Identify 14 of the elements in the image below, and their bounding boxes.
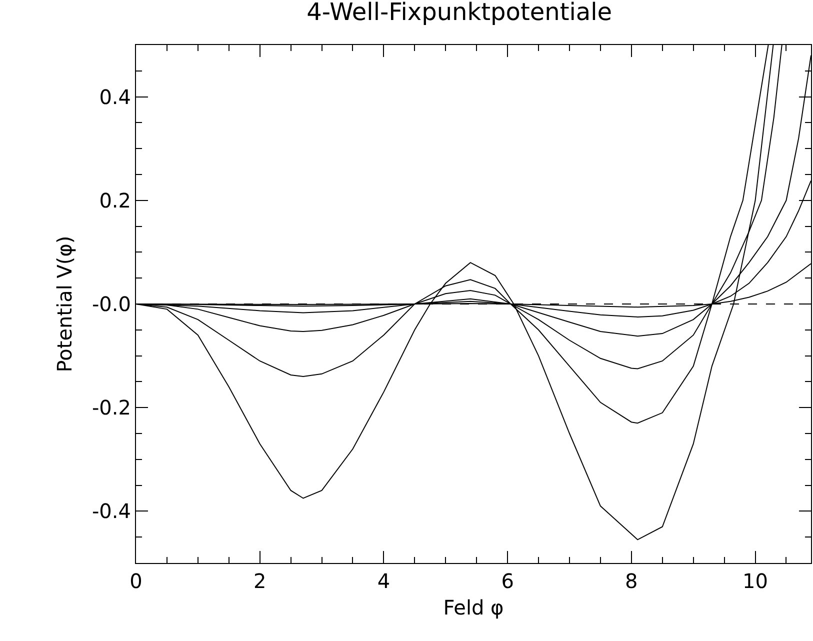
x-tick-label: 4 xyxy=(377,569,390,593)
x-tick-label: 0 xyxy=(130,569,142,593)
y-tick-label: -0.4 xyxy=(92,499,131,524)
y-tick-label: 0.4 xyxy=(99,84,131,109)
y-tick-label: -0.0 xyxy=(92,292,131,316)
x-axis-title: Feld φ xyxy=(443,596,504,620)
x-tick-label: 2 xyxy=(253,569,266,593)
x-tick-label: 10 xyxy=(742,569,768,593)
y-tick-label: 0.2 xyxy=(99,188,131,212)
chart-title: 4-Well-Fixpunktpotentiale xyxy=(306,0,612,26)
x-tick-label: 8 xyxy=(625,569,638,593)
y-axis-title: Potential V(φ) xyxy=(52,236,76,372)
y-tick-label: -0.2 xyxy=(92,396,131,420)
x-tick-label: 6 xyxy=(501,569,514,593)
